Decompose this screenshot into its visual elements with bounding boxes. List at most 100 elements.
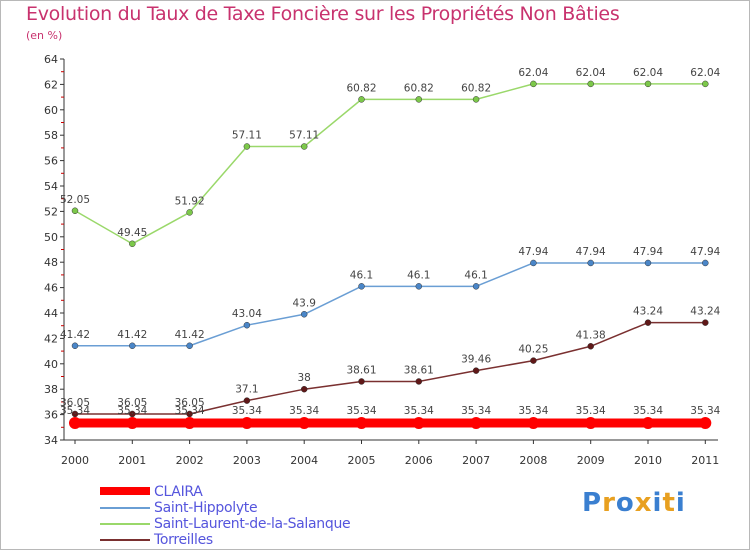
data-point-claira <box>183 416 196 429</box>
data-point-torreilles <box>129 410 136 418</box>
data-point-saint-hippolyte <box>71 342 79 350</box>
data-label-saint-laurent-de-la-salanque: 49.45 <box>117 227 147 239</box>
x-tick-label: 2003 <box>233 454 261 467</box>
y-tick-label: 54 <box>44 180 58 193</box>
data-point-saint-laurent-de-la-salanque <box>415 96 423 103</box>
data-point-torreilles <box>243 397 251 404</box>
legend-swatch <box>100 539 150 541</box>
data-point-claira <box>470 416 483 429</box>
y-tick-label: 40 <box>44 358 58 371</box>
data-point-claira <box>527 416 540 429</box>
data-point-torreilles <box>300 385 308 393</box>
x-tick-label: 2000 <box>61 454 89 467</box>
data-point-saint-laurent-de-la-salanque <box>702 80 709 88</box>
y-tick-label: 56 <box>44 155 58 168</box>
legend-swatch <box>100 487 150 495</box>
legend-label: Saint-Hippolyte <box>154 500 258 516</box>
x-tick-label: 2005 <box>348 454 376 467</box>
data-point-saint-hippolyte <box>129 342 136 350</box>
data-label-torreilles: 37.1 <box>235 384 258 396</box>
chart-title: Evolution du Taux de Taxe Foncière sur l… <box>26 3 620 25</box>
data-label-claira: 35.34 <box>289 405 319 417</box>
data-label-claira: 35.34 <box>690 405 720 417</box>
legend-swatch <box>100 507 150 509</box>
y-tick-label: 50 <box>44 231 58 244</box>
data-label-saint-laurent-de-la-salanque: 60.82 <box>461 82 491 94</box>
data-label-claira: 35.34 <box>346 405 376 417</box>
data-label-claira: 35.34 <box>461 405 491 417</box>
x-tick-label: 2001 <box>118 454 146 467</box>
data-point-claira <box>126 416 139 429</box>
y-tick-label: 38 <box>44 383 58 396</box>
data-point-torreilles <box>358 378 365 385</box>
data-point-claira <box>699 416 712 429</box>
y-tick-label: 58 <box>44 129 58 142</box>
data-point-saint-laurent-de-la-salanque <box>71 207 79 215</box>
data-label-torreilles: 36.05 <box>117 397 147 409</box>
data-point-claira <box>584 416 597 429</box>
data-label-torreilles: 36.05 <box>60 397 90 409</box>
data-point-saint-hippolyte <box>186 342 193 350</box>
line-chart: 34 36 38 40 42 44 46 48 50 52 54 56 58 60 62 64 2000 2001… <box>44 53 721 467</box>
data-label-saint-hippolyte: 47.94 <box>576 246 606 258</box>
data-label-claira: 35.34 <box>576 405 606 417</box>
data-label-torreilles: 38.61 <box>346 364 376 376</box>
y-tick-label: 44 <box>44 307 58 320</box>
x-tick-label: 2002 <box>176 454 204 467</box>
data-label-saint-hippolyte: 43.04 <box>232 308 262 320</box>
data-point-saint-laurent-de-la-salanque <box>358 96 365 103</box>
data-point-claira <box>355 416 368 429</box>
data-label-saint-hippolyte: 46.1 <box>407 269 430 281</box>
data-label-claira: 35.34 <box>60 405 90 417</box>
data-label-saint-hippolyte: 41.42 <box>60 329 90 341</box>
data-label-saint-laurent-de-la-salanque: 62.04 <box>518 67 548 79</box>
data-label-torreilles: 43.24 <box>690 306 720 318</box>
data-point-claira <box>298 416 311 429</box>
data-point-saint-hippolyte <box>587 259 594 267</box>
data-point-claira <box>642 416 654 429</box>
series-line-torreilles <box>74 321 707 415</box>
data-point-claira <box>412 416 425 429</box>
data-point-saint-laurent-de-la-salanque <box>129 240 136 248</box>
series-line-saint-hippolyte <box>74 262 707 347</box>
legend-label: CLAIRA <box>154 484 203 500</box>
data-label-saint-hippolyte: 47.94 <box>633 246 663 258</box>
legend-label: Torreilles <box>154 532 213 548</box>
data-label-saint-laurent-de-la-salanque: 51.92 <box>175 195 205 207</box>
data-label-claira: 35.34 <box>232 405 262 417</box>
y-tick-label: 60 <box>44 104 58 117</box>
x-tick-label: 2011 <box>691 454 719 467</box>
data-label-torreilles: 38 <box>298 372 311 384</box>
data-label-saint-hippolyte: 41.42 <box>175 329 205 341</box>
data-label-saint-laurent-de-la-salanque: 62.04 <box>633 67 663 79</box>
y-tick-label: 52 <box>44 205 58 218</box>
data-label-saint-laurent-de-la-salanque: 60.82 <box>346 82 376 94</box>
x-tick-label: 2008 <box>519 454 547 467</box>
data-point-saint-hippolyte <box>702 259 709 267</box>
x-tick-label: 2006 <box>405 454 433 467</box>
x-tick-label: 2009 <box>577 454 605 467</box>
x-tick-label: 2007 <box>462 454 490 467</box>
data-label-torreilles: 43.24 <box>633 306 663 318</box>
data-label-saint-hippolyte: 47.94 <box>690 246 720 258</box>
data-point-saint-hippolyte <box>530 259 537 267</box>
data-label-claira: 35.34 <box>633 405 663 417</box>
proxiti-logo: Proxiti <box>582 488 686 518</box>
data-point-saint-hippolyte <box>243 321 251 329</box>
data-label-saint-laurent-de-la-salanque: 52.05 <box>60 194 90 206</box>
data-label-saint-hippolyte: 43.9 <box>293 297 316 309</box>
data-point-torreilles <box>530 357 537 364</box>
data-point-torreilles <box>702 319 709 326</box>
data-label-saint-laurent-de-la-salanque: 57.11 <box>289 130 319 142</box>
data-label-saint-laurent-de-la-salanque: 60.82 <box>404 82 434 94</box>
data-point-claira <box>240 416 253 429</box>
data-point-saint-laurent-de-la-salanque <box>243 143 251 150</box>
data-point-saint-hippolyte <box>358 283 365 290</box>
data-point-torreilles <box>415 378 423 385</box>
x-tick-label: 2004 <box>290 454 318 467</box>
y-tick-label: 34 <box>44 434 58 447</box>
data-point-torreilles <box>186 410 193 418</box>
data-label-torreilles: 36.05 <box>175 397 205 409</box>
data-label-claira: 35.34 <box>117 405 147 417</box>
